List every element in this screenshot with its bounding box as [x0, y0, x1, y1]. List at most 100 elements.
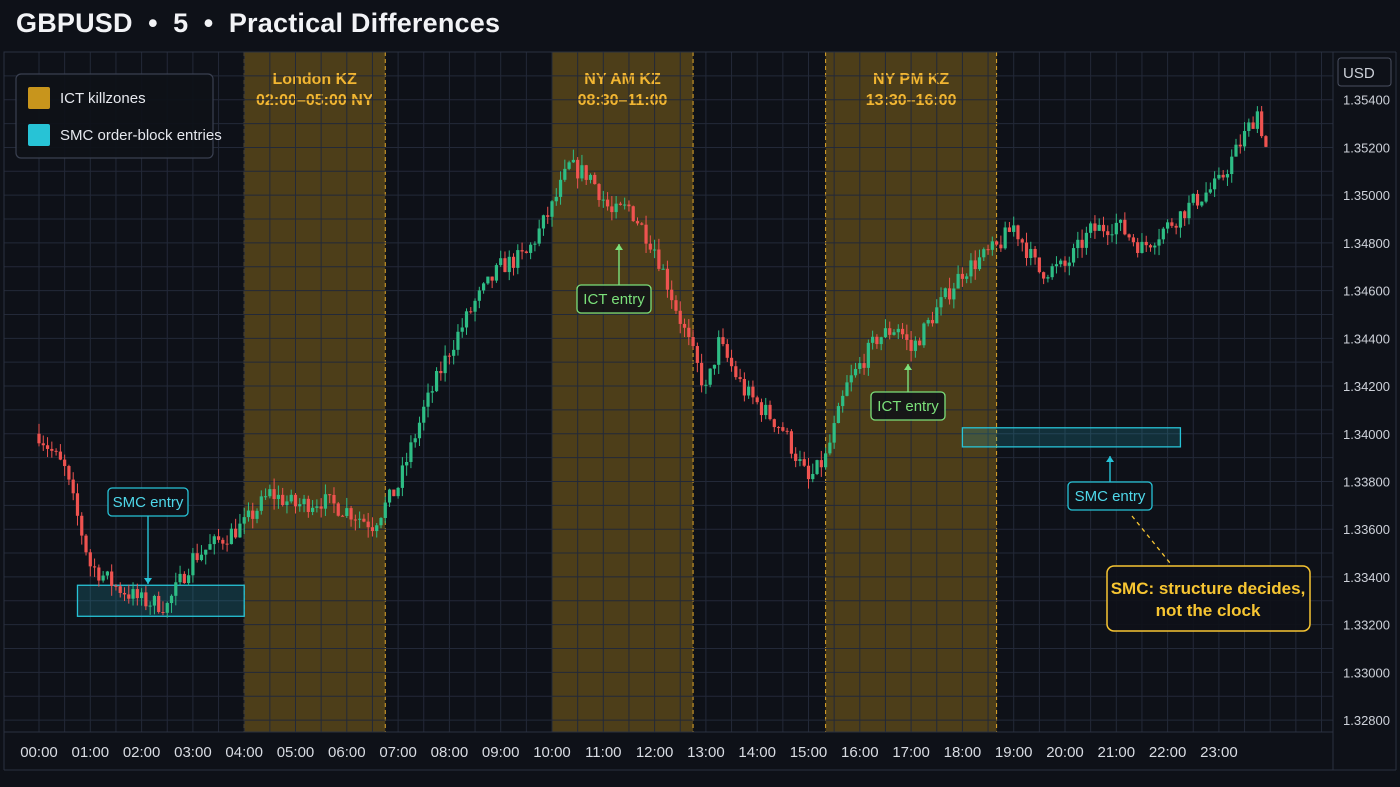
x-tick-label: 22:00	[1149, 744, 1187, 761]
candle-body	[905, 334, 909, 340]
candle-body	[1042, 272, 1046, 279]
candle-body	[263, 496, 268, 498]
candle-body	[400, 465, 404, 488]
candle-body	[127, 594, 131, 599]
candle-body	[366, 521, 370, 528]
candle-body	[392, 489, 396, 497]
candle-body	[1251, 122, 1255, 129]
candle-body	[717, 337, 721, 365]
killzone-hours: 08:30–11:00	[578, 92, 668, 109]
y-tick-label: 1.33000	[1343, 665, 1390, 680]
candle-body	[71, 479, 75, 494]
candle-body	[995, 241, 999, 245]
smc-entry-label: SMC entry	[1075, 488, 1146, 505]
candle-body	[1071, 248, 1076, 263]
candle-body	[131, 589, 135, 599]
x-tick-label: 03:00	[174, 744, 212, 761]
candle-body	[849, 375, 853, 383]
candle-body	[1187, 202, 1191, 219]
candle-body	[306, 498, 310, 512]
candle-body	[618, 203, 622, 205]
candle-body	[336, 503, 340, 516]
candle-body	[926, 320, 930, 324]
candle-body	[738, 377, 742, 379]
x-tick-label: 08:00	[431, 744, 469, 761]
candle-body	[695, 346, 699, 363]
candle-body	[776, 427, 781, 429]
smc-entry-label: SMC entry	[113, 494, 184, 511]
x-tick-label: 01:00	[72, 744, 110, 761]
smc-entry-arrow-head	[1106, 456, 1114, 462]
candle-body	[687, 327, 691, 337]
candle-body	[1255, 111, 1259, 129]
candle-body	[845, 382, 849, 396]
candle-body	[482, 283, 486, 291]
candle-body	[524, 251, 528, 253]
candle-body	[755, 397, 759, 403]
candle-body	[511, 256, 516, 268]
candle-body	[584, 165, 588, 180]
candle-body	[165, 603, 169, 613]
candle-body	[225, 543, 229, 545]
candle-body	[204, 549, 208, 555]
candle-body	[909, 339, 913, 351]
candle-body	[328, 494, 332, 496]
candle-body	[712, 364, 717, 369]
candle-body	[383, 502, 387, 518]
x-tick-label: 16:00	[841, 744, 879, 761]
candle-body	[1067, 262, 1071, 266]
candle-body	[298, 504, 302, 507]
candle-body	[41, 443, 45, 446]
candle-body	[1089, 223, 1093, 233]
candle-body	[370, 527, 375, 532]
candle-body	[63, 459, 67, 467]
order-block-zone	[961, 427, 1182, 448]
candle-body	[101, 575, 105, 581]
candle-body	[537, 228, 541, 244]
candle-body	[1016, 225, 1020, 240]
y-tick-label: 1.34800	[1343, 236, 1390, 251]
candle-body	[1106, 231, 1110, 236]
candle-body	[1110, 234, 1114, 236]
candle-body	[75, 493, 80, 516]
candle-body	[871, 336, 875, 343]
candle-body	[216, 536, 221, 540]
candle-body	[349, 508, 353, 520]
candle-body	[1084, 232, 1088, 248]
orderblock-swatch	[28, 124, 50, 146]
candle-body	[533, 243, 537, 245]
candle-body	[982, 249, 986, 258]
candle-body	[490, 276, 494, 281]
candle-body	[426, 392, 430, 407]
candle-body	[302, 498, 306, 505]
candle-body	[456, 331, 460, 350]
candle-body	[447, 355, 451, 357]
candle-body	[742, 378, 746, 396]
candle-body	[653, 249, 657, 251]
candle-body	[140, 592, 144, 599]
candle-body	[272, 489, 276, 499]
candle-body	[199, 554, 204, 561]
candle-body	[798, 459, 802, 461]
candle-body	[999, 244, 1003, 249]
candle-body	[815, 460, 819, 474]
note-leader-line	[1131, 515, 1171, 564]
candle-body	[729, 357, 734, 367]
candle-body	[1183, 211, 1187, 219]
candle-body	[593, 174, 597, 185]
candle-body	[764, 404, 768, 416]
candle-body	[234, 528, 238, 538]
candle-body	[439, 371, 443, 374]
candle-body	[1170, 222, 1174, 226]
candle-body	[319, 506, 323, 509]
candle-body	[883, 328, 888, 338]
candle-body	[550, 201, 554, 217]
note-line-1: SMC: structure decides,	[1111, 579, 1306, 598]
candle-body	[281, 494, 285, 506]
candle-body	[452, 349, 456, 356]
candle-body	[1238, 144, 1242, 147]
candle-body	[588, 174, 593, 180]
x-tick-label: 13:00	[687, 744, 725, 761]
candle-body	[836, 406, 841, 424]
